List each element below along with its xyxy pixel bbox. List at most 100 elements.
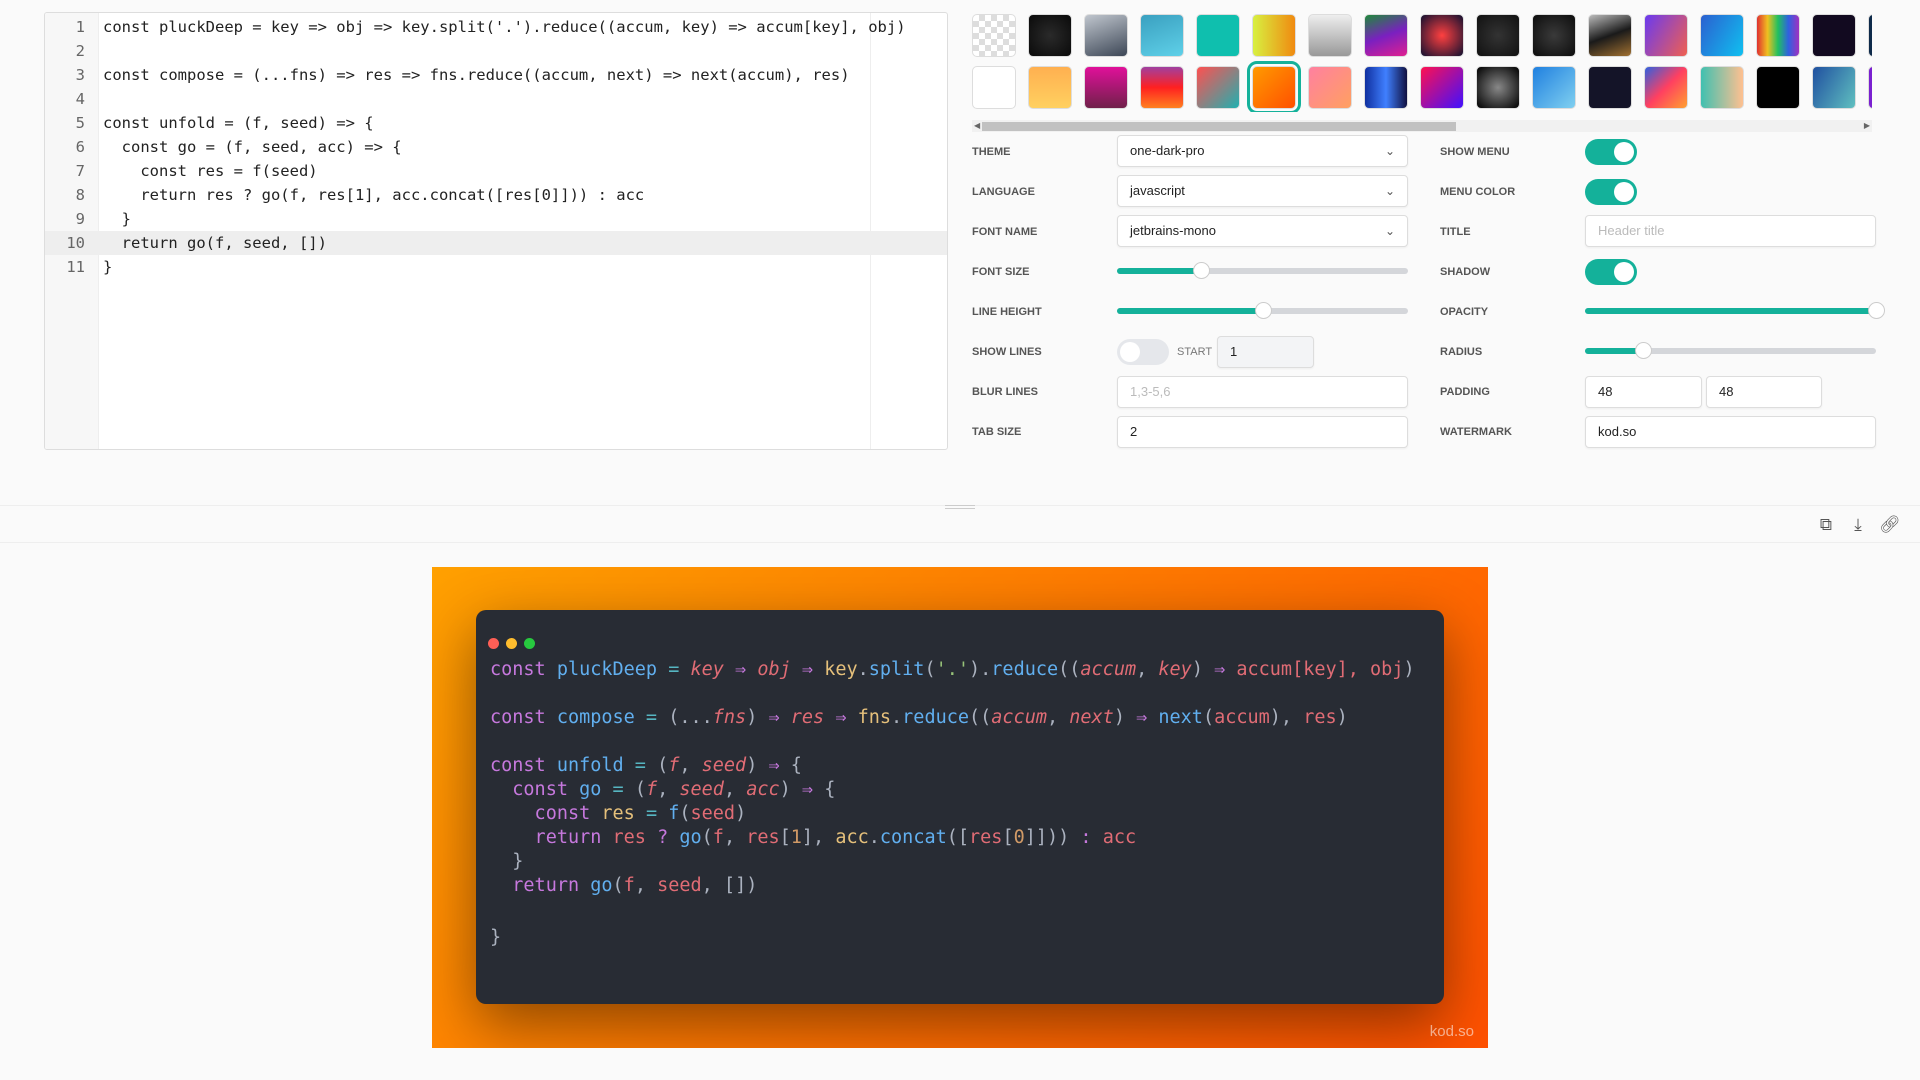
background-swatch[interactable]	[1308, 14, 1352, 57]
code-token: ,	[657, 779, 680, 800]
background-swatch[interactable]	[1252, 14, 1296, 57]
editor-line[interactable]: 2	[45, 39, 947, 63]
radius-slider[interactable]	[1585, 342, 1876, 359]
editor-line[interactable]: 4	[45, 87, 947, 111]
scroll-left-arrow-icon[interactable]: ◀	[974, 121, 981, 130]
background-swatch[interactable]	[972, 14, 1016, 57]
copy-icon[interactable]: ⧉	[1819, 515, 1833, 534]
background-picker	[972, 12, 1872, 112]
background-swatch[interactable]	[1756, 14, 1800, 57]
title-input[interactable]: Header title	[1585, 215, 1876, 247]
code-token: ,	[679, 755, 702, 776]
line-height-label: LINE HEIGHT	[972, 306, 1042, 318]
background-swatch[interactable]	[1532, 14, 1576, 57]
tab-size-input[interactable]: 2	[1117, 416, 1408, 448]
slider-handle[interactable]	[1868, 302, 1885, 319]
editor-line[interactable]: 7 const res = f(seed)	[45, 159, 947, 183]
code-token: [	[1002, 827, 1014, 848]
editor-line[interactable]: 3 const compose = (...fns) => res => fns.…	[45, 63, 947, 87]
code-editor[interactable]: 1 const pluckDeep = key => obj => key.spl…	[44, 12, 948, 450]
font-name-select[interactable]: jetbrains-mono ⌄	[1117, 215, 1408, 247]
padding-y-input[interactable]: 48	[1706, 376, 1822, 408]
background-swatch[interactable]	[1364, 14, 1408, 57]
code-token: )	[1336, 707, 1348, 728]
editor-line[interactable]: 10 return go(f, seed, [])	[45, 231, 947, 255]
background-swatch[interactable]	[1084, 14, 1128, 57]
line-number: 1	[75, 18, 85, 36]
background-swatch[interactable]	[1868, 66, 1872, 109]
code-token: ([	[946, 827, 970, 848]
editor-line[interactable]: 1 const pluckDeep = key => obj => key.spl…	[45, 15, 947, 39]
download-icon[interactable]: ⤓	[1854, 515, 1862, 534]
background-swatch[interactable]	[1308, 66, 1352, 109]
theme-select[interactable]: one-dark-pro ⌄	[1117, 135, 1408, 167]
link-icon[interactable]: 🔗︎	[1879, 515, 1901, 534]
background-swatch[interactable]	[1420, 14, 1464, 57]
editor-line[interactable]: 5 const unfold = (f, seed) => {	[45, 111, 947, 135]
background-swatch[interactable]	[1644, 66, 1688, 109]
watermark-input[interactable]: kod.so	[1585, 416, 1876, 448]
background-swatch[interactable]	[1140, 14, 1184, 57]
slider-handle[interactable]	[1254, 302, 1272, 319]
code-token: ],	[801, 827, 836, 848]
font-size-label: FONT SIZE	[972, 266, 1030, 278]
preview-code-line: }	[490, 848, 523, 876]
background-swatch[interactable]	[1532, 66, 1576, 109]
code-token: ,	[1136, 659, 1159, 680]
editor-line[interactable]: 11}	[45, 255, 947, 279]
slider-handle[interactable]	[1193, 262, 1211, 279]
background-swatch[interactable]	[1028, 66, 1072, 109]
background-swatch[interactable]	[1812, 66, 1856, 109]
scrollbar-thumb[interactable]	[982, 122, 1456, 131]
editor-line[interactable]: 9 }	[45, 207, 947, 231]
background-swatch[interactable]	[1364, 66, 1408, 109]
background-swatch[interactable]	[1247, 61, 1301, 112]
editor-line[interactable]: 6 const go = (f, seed, acc) => {	[45, 135, 947, 159]
code-token: (	[657, 755, 669, 776]
code-token: split	[868, 659, 925, 680]
slider-handle[interactable]	[1635, 342, 1653, 359]
background-swatch[interactable]	[1476, 66, 1520, 109]
background-swatch[interactable]	[1084, 66, 1128, 109]
code-token: [	[779, 827, 791, 848]
padding-x-input[interactable]: 48	[1585, 376, 1702, 408]
code-token: .	[857, 659, 869, 680]
background-swatch[interactable]	[1140, 66, 1184, 109]
show-lines-label: SHOW LINES	[972, 346, 1042, 358]
blur-lines-input[interactable]: 1,3-5,6	[1117, 376, 1408, 408]
code-token: ((	[969, 707, 992, 728]
code-token: res	[612, 827, 646, 848]
background-scrollbar[interactable]: ◀ ▶	[972, 120, 1872, 132]
preview-code-line: return go(f, seed, [])	[490, 872, 757, 900]
language-select[interactable]: javascript ⌄	[1117, 175, 1408, 207]
background-swatch[interactable]	[1588, 66, 1632, 109]
code-token: ((	[1058, 659, 1081, 680]
start-line-input[interactable]: 1	[1217, 336, 1314, 368]
opacity-slider[interactable]	[1585, 302, 1885, 319]
background-swatch[interactable]	[1868, 14, 1872, 57]
line-text: }	[103, 258, 113, 276]
line-height-slider[interactable]	[1117, 302, 1408, 319]
background-swatch[interactable]	[1756, 66, 1800, 109]
show-menu-toggle[interactable]	[1585, 139, 1637, 165]
background-swatch[interactable]	[1700, 66, 1744, 109]
code-token: (	[1202, 707, 1215, 728]
background-swatch[interactable]	[972, 66, 1016, 109]
code-token: pluckDeep	[556, 659, 658, 680]
background-swatch[interactable]	[1700, 14, 1744, 57]
font-size-slider[interactable]	[1117, 262, 1408, 279]
editor-line[interactable]: 8 return res ? go(f, res[1], acc.concat(…	[45, 183, 947, 207]
background-swatch[interactable]	[1812, 14, 1856, 57]
scroll-right-arrow-icon[interactable]: ▶	[1863, 121, 1870, 130]
resize-handle[interactable]	[945, 505, 975, 509]
background-swatch[interactable]	[1476, 14, 1520, 57]
show-lines-toggle[interactable]	[1117, 339, 1169, 365]
background-swatch[interactable]	[1644, 14, 1688, 57]
background-swatch[interactable]	[1196, 66, 1240, 109]
background-swatch[interactable]	[1588, 14, 1632, 57]
menu-color-toggle[interactable]	[1585, 179, 1637, 205]
background-swatch[interactable]	[1420, 66, 1464, 109]
background-swatch[interactable]	[1196, 14, 1240, 57]
background-swatch[interactable]	[1028, 14, 1072, 57]
shadow-toggle[interactable]	[1585, 259, 1637, 285]
